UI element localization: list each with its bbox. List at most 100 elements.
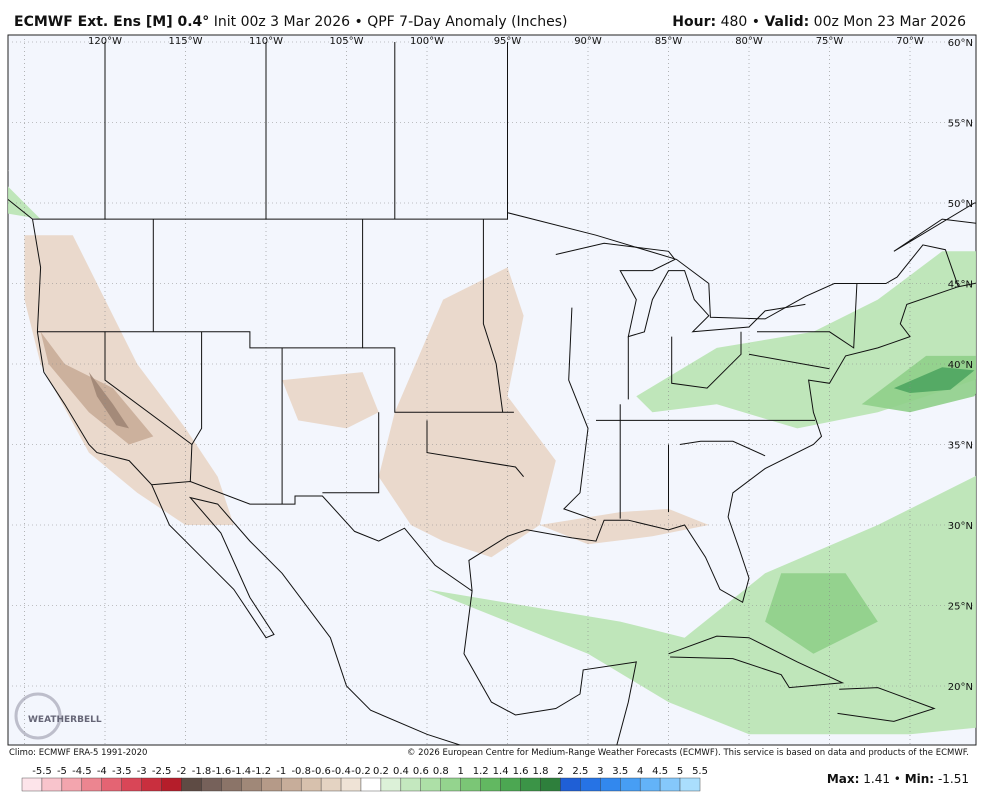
colorbar-label: 0.6 [413, 766, 429, 777]
colorbar-label: -1 [276, 766, 286, 777]
color-box [460, 777, 481, 792]
colorbar-label: -0.8 [291, 766, 311, 777]
colorbar-label: -4 [97, 766, 107, 777]
colorbar-label: -3 [137, 766, 147, 777]
color-box [380, 777, 402, 792]
color-box [600, 777, 621, 792]
boundary [189, 331, 203, 482]
color-box [221, 777, 242, 792]
color-box [480, 777, 501, 792]
latitude-label: 35°N [948, 441, 973, 452]
anomaly-area [893, 367, 975, 393]
colorbar-label: 0.2 [373, 766, 389, 777]
longitude-label: 100°W [410, 36, 444, 47]
colorbar-label: 1.6 [513, 766, 529, 777]
longitude-label: 110°W [249, 36, 283, 47]
anomaly-area [427, 475, 976, 735]
longitude-label: 105°W [330, 36, 364, 47]
color-box [261, 777, 282, 792]
longitude-label: 90°W [574, 36, 602, 47]
anomaly-area [8, 186, 41, 220]
colorbar-label: -5.5 [32, 766, 52, 777]
color-box [540, 777, 561, 792]
colorbar-label: -4.5 [72, 766, 92, 777]
anomaly-area [282, 372, 379, 429]
colorbar-label: -1.4 [232, 766, 252, 777]
boundary [748, 353, 830, 370]
longitude-label: 95°W [494, 36, 522, 47]
model: ECMWF Ext. Ens [M] 0.4° [14, 14, 209, 30]
boundary [463, 590, 637, 745]
colorbar: -5.5 -5 -4.5 -4 -3.5 -3 -2.5 -2 -1.8 -1.6 -1.4 -1.2… [21, 766, 708, 792]
color-box [21, 777, 43, 792]
latitude-label: 55°N [948, 119, 973, 130]
color-box [500, 777, 521, 792]
colorbar-label: -1.2 [252, 766, 272, 777]
latitude-label: 30°N [948, 521, 973, 532]
colorbar-label: 1.8 [533, 766, 549, 777]
latitude-label: 20°N [948, 682, 973, 693]
color-box [400, 777, 422, 792]
color-box [560, 777, 581, 792]
colorbar-label: 4.5 [652, 766, 668, 777]
colorbar-label: -2.5 [152, 766, 172, 777]
init: Init 00z 3 Mar 2026 [214, 14, 350, 30]
color-box [679, 777, 701, 792]
latitude-label: 60°N [948, 38, 973, 49]
anomaly-area [24, 235, 234, 525]
anomaly-area [88, 372, 130, 429]
longitude-label: 70°W [896, 36, 924, 47]
boundary [468, 202, 976, 604]
boundary [362, 347, 514, 413]
boundary [37, 219, 364, 349]
valid-label: Valid: [764, 14, 809, 30]
map [8, 35, 976, 745]
colorbar-label: -3.5 [112, 766, 132, 777]
boundary [555, 242, 806, 338]
max-label: Max: [827, 772, 860, 786]
anomaly-area [765, 573, 878, 654]
color-box [181, 777, 202, 792]
boundary [482, 219, 504, 413]
color-box [201, 777, 222, 792]
longitude-label: 85°W [655, 36, 683, 47]
boundary [426, 420, 524, 478]
color-box [580, 777, 601, 792]
color-box [241, 777, 262, 792]
hour-label: Hour: [672, 14, 716, 30]
color-box [121, 777, 142, 792]
colorbar-label: 2.5 [572, 766, 588, 777]
separator: • [354, 14, 362, 30]
longitude-label: 80°W [735, 36, 763, 47]
separator: • [752, 14, 760, 30]
boundary [8, 198, 462, 745]
color-box [340, 777, 362, 792]
colorbar-label: 2 [557, 766, 563, 777]
anomaly-area [539, 508, 709, 545]
color-box [101, 777, 122, 792]
colorbar-label: 3 [597, 766, 603, 777]
boundary [562, 307, 597, 521]
boundary [671, 331, 742, 389]
colorbar-label: -0.2 [351, 766, 371, 777]
boundary [837, 687, 936, 722]
separator: • [894, 772, 901, 786]
color-box [81, 777, 103, 792]
color-box [659, 777, 681, 792]
logo: WEATHERBELL [14, 692, 102, 740]
latitude-label: 25°N [948, 602, 973, 613]
colorbar-label: 0.8 [433, 766, 449, 777]
colorbar-label: 3.5 [612, 766, 628, 777]
color-box [41, 777, 63, 792]
color-box [161, 777, 182, 792]
longitude-label: 120°W [88, 36, 122, 47]
header-right: Hour: 480 • Valid: 00z Mon 23 Mar 2026 [672, 14, 966, 30]
colorbar-label: 1 [458, 766, 464, 777]
colorbar-label: -5 [57, 766, 67, 777]
min-label: Min: [905, 772, 934, 786]
colorbar-label: 1.2 [473, 766, 489, 777]
anomaly-area [8, 170, 9, 172]
logo-text: WEATHERBELL [28, 715, 102, 725]
colorbar-label: 0.4 [393, 766, 409, 777]
